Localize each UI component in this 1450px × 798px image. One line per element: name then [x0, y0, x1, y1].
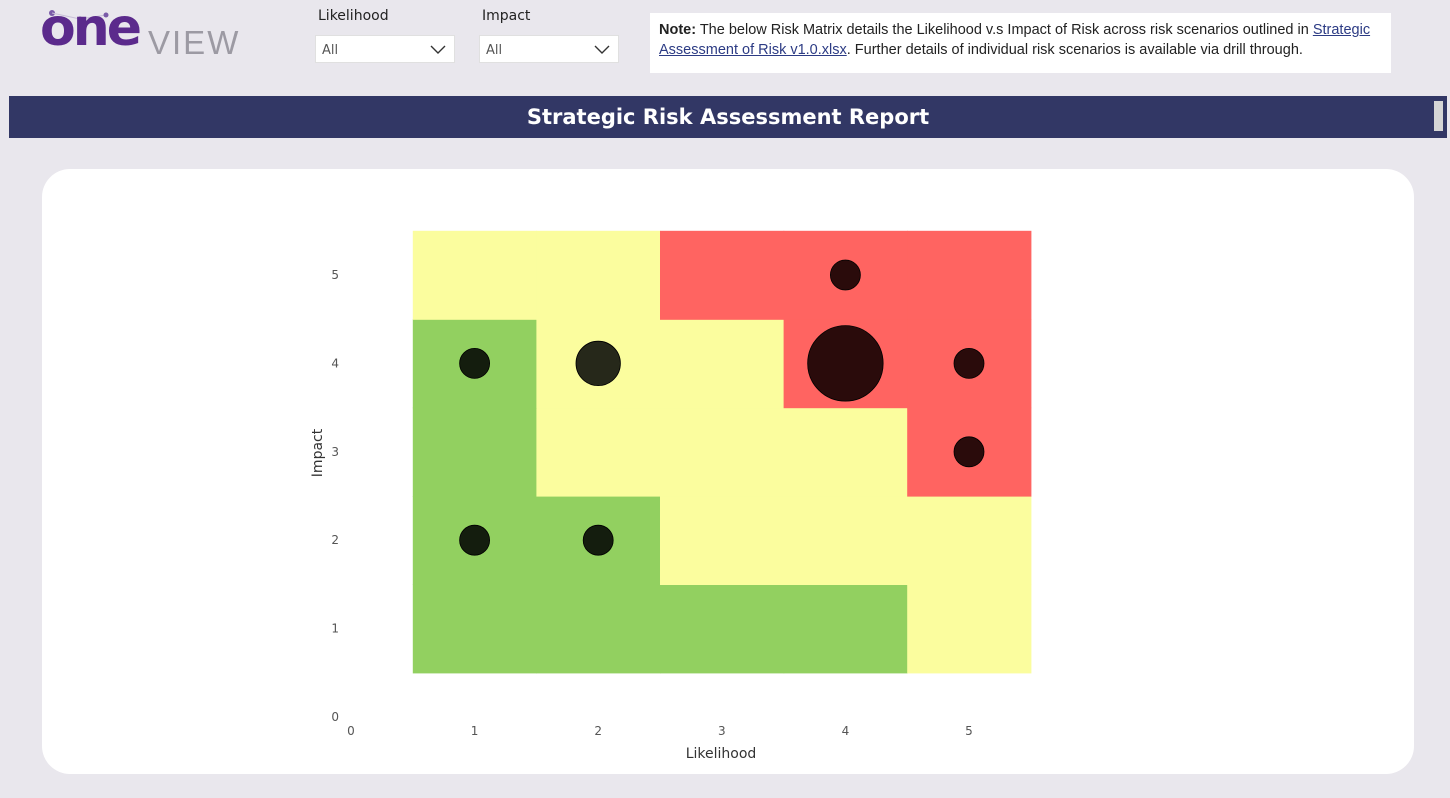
risk-matrix-card: 0 1 2 3 4 5 0 1 2 3 4 5 Likelihood Impact — [42, 169, 1414, 774]
note-text-before: The below Risk Matrix details the Likeli… — [696, 22, 1313, 38]
risk-zone-cell-medium — [783, 496, 908, 585]
impact-dropdown-value: All — [486, 43, 503, 58]
impact-dropdown[interactable]: All — [479, 35, 619, 63]
y-tick-label: 5 — [331, 268, 339, 282]
logo-view-text: VIEW — [148, 24, 241, 61]
risk-zone-cell-medium — [660, 496, 785, 585]
impact-filter-label: Impact — [482, 8, 531, 24]
logo-one-text: one — [40, 0, 142, 58]
logo-dots-icon — [49, 10, 109, 22]
x-tick-label: 2 — [594, 724, 602, 738]
risk-zone-cell-low — [783, 584, 908, 674]
risk-zone-cell-medium — [907, 496, 1032, 585]
scrollbar-thumb[interactable] — [1434, 101, 1443, 131]
note-source-link[interactable]: Strategic Assessment of Risk v1.0.xlsx — [659, 22, 1371, 58]
note-box: Note: The below Risk Matrix details the … — [650, 13, 1391, 73]
likelihood-dropdown-value: All — [322, 43, 339, 58]
risk-zone-cell-medium — [536, 407, 661, 497]
impact-filter: Impact All — [479, 8, 619, 63]
risk-zone-cell-medium — [660, 407, 785, 497]
risk-zone-cell-low — [536, 584, 661, 674]
note-text-after: . Further details of individual risk sce… — [846, 42, 1303, 58]
y-tick-label: 4 — [331, 356, 339, 370]
risk-zone-cell-medium — [412, 230, 537, 320]
x-tick-label: 4 — [842, 724, 850, 738]
x-tick-label: 1 — [471, 724, 479, 738]
risk-point[interactable] — [830, 259, 861, 291]
x-tick-label: 3 — [718, 724, 726, 738]
risk-point[interactable] — [459, 524, 491, 556]
likelihood-filter: Likelihood All — [315, 8, 455, 63]
risk-point[interactable] — [953, 436, 985, 468]
likelihood-dropdown[interactable]: All — [315, 35, 455, 63]
x-tick-label: 5 — [965, 724, 973, 738]
x-axis-label: Likelihood — [686, 746, 757, 762]
risk-zone-cell-low — [412, 584, 537, 674]
y-tick-label: 0 — [331, 710, 339, 724]
y-axis-label: Impact — [310, 428, 326, 477]
chevron-down-icon — [430, 45, 446, 54]
risk-point[interactable] — [575, 340, 621, 387]
y-tick-label: 1 — [331, 622, 339, 636]
risk-zone-cell-high — [660, 230, 785, 320]
chevron-down-icon — [594, 45, 610, 54]
oneview-logo: one VIEW — [38, 0, 248, 64]
risk-zone-cell-high — [907, 230, 1032, 320]
risk-point[interactable] — [459, 347, 491, 379]
likelihood-filter-label: Likelihood — [318, 8, 389, 24]
x-tick-label: 0 — [347, 724, 355, 738]
risk-zone-cell-low — [412, 407, 537, 497]
y-tick-label: 3 — [331, 445, 339, 459]
report-title-bar: Strategic Risk Assessment Report — [9, 96, 1447, 138]
note-bold-label: Note: — [659, 22, 697, 38]
y-tick-label: 2 — [331, 533, 339, 547]
risk-point[interactable] — [582, 524, 614, 556]
risk-matrix-chart: 0 1 2 3 4 5 0 1 2 3 4 5 Likelihood Impact — [310, 230, 1032, 762]
risk-point[interactable] — [807, 325, 884, 402]
report-title: Strategic Risk Assessment Report — [526, 105, 930, 129]
risk-zone-cell-medium — [907, 584, 1032, 674]
risk-zone-cell-medium — [660, 319, 785, 409]
risk-zone-cell-medium — [783, 407, 908, 497]
risk-zone-cell-low — [660, 584, 785, 674]
risk-point[interactable] — [953, 347, 985, 379]
risk-zone-cell-medium — [536, 230, 661, 320]
